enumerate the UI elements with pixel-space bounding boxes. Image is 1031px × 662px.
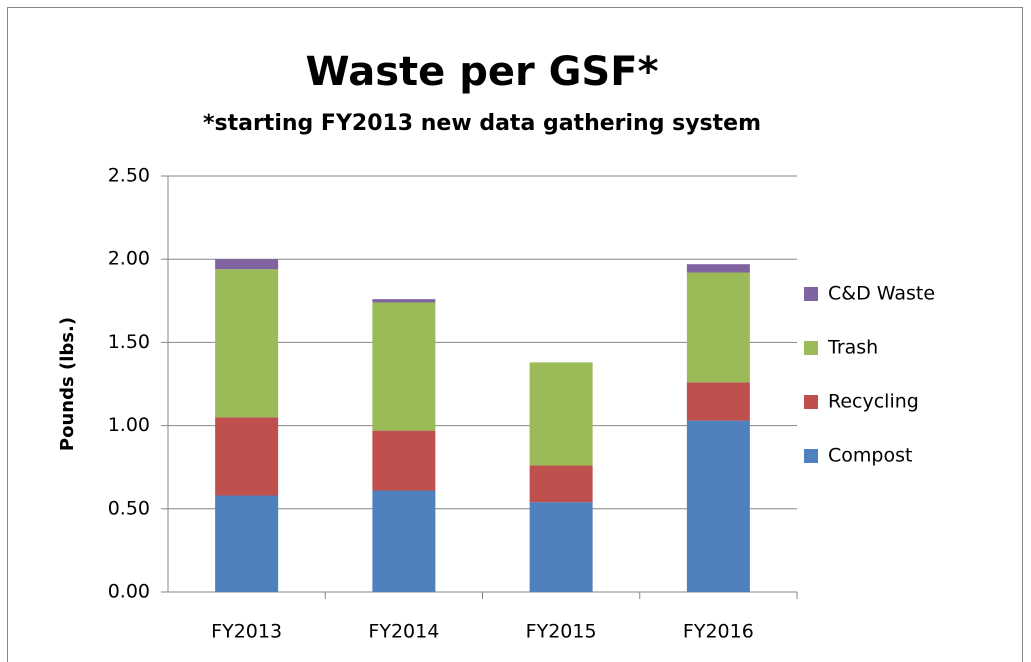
bar-segment (372, 299, 436, 303)
x-tick-label: FY2016 (683, 621, 754, 643)
legend-label: C&D Waste (828, 283, 935, 305)
chart-subtitle: *starting FY2013 new data gathering syst… (203, 111, 761, 136)
y-tick-label: 2.50 (108, 165, 150, 187)
legend-label: Compost (828, 445, 912, 467)
bar-segment (686, 420, 750, 592)
legend-swatch (804, 395, 818, 409)
x-tick-label: FY2013 (211, 621, 282, 643)
bar-segment (529, 465, 593, 503)
y-tick-label: 1.50 (108, 331, 150, 353)
y-tick-label: 1.00 (108, 414, 150, 436)
legend-swatch (804, 287, 818, 301)
x-tick-label: FY2014 (368, 621, 439, 643)
bar-segment (215, 269, 279, 418)
chart-frame (7, 7, 1023, 662)
bar-segment (686, 382, 750, 421)
bar-segment (215, 495, 279, 592)
bar-segment (529, 362, 593, 466)
legend-swatch (804, 341, 818, 355)
chart-title: Waste per GSF* (306, 49, 659, 95)
bar-segment (372, 490, 436, 592)
bar-segment (372, 302, 436, 431)
bar-segment (215, 259, 279, 270)
x-tick-label: FY2015 (526, 621, 597, 643)
legend-label: Recycling (828, 391, 919, 413)
legend-label: Trash (827, 337, 878, 359)
bar-segment (215, 417, 279, 496)
bar-segment (529, 502, 593, 592)
y-tick-label: 0.00 (108, 581, 150, 603)
y-axis-label: Pounds (lbs.) (57, 317, 78, 451)
y-tick-label: 0.50 (108, 497, 150, 519)
y-tick-label: 2.00 (108, 248, 150, 270)
bar-segment (686, 272, 750, 383)
bar-segment (686, 264, 750, 273)
legend-swatch (804, 449, 818, 463)
bar-segment (372, 430, 436, 491)
